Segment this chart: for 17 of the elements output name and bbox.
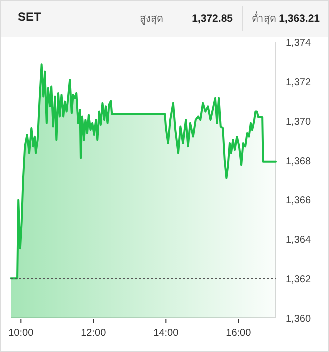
- chart-title: SET: [18, 10, 42, 24]
- x-tick-label: 16:00: [226, 328, 252, 339]
- y-tick-label: 1,374: [286, 38, 312, 49]
- y-tick-label: 1,368: [286, 156, 312, 168]
- text: ต่ำสุด: [252, 11, 276, 25]
- x-tick-label: 10:00: [8, 328, 34, 339]
- x-tick-label: 14:00: [154, 328, 180, 339]
- x-tick-label: 12:00: [81, 328, 107, 339]
- text: สูงสุด: [140, 14, 163, 25]
- y-tick-label: 1,372: [286, 77, 312, 88]
- text: 1,363.21: [279, 13, 320, 25]
- y-tick-label: 1,362: [286, 274, 312, 286]
- text: 1,372.85: [192, 13, 234, 25]
- y-tick-label: 1,366: [286, 196, 312, 207]
- y-tick-label: 1,364: [286, 235, 312, 246]
- y-tick-label: 1,370: [286, 116, 312, 128]
- y-tick-label: 1,360: [286, 314, 312, 325]
